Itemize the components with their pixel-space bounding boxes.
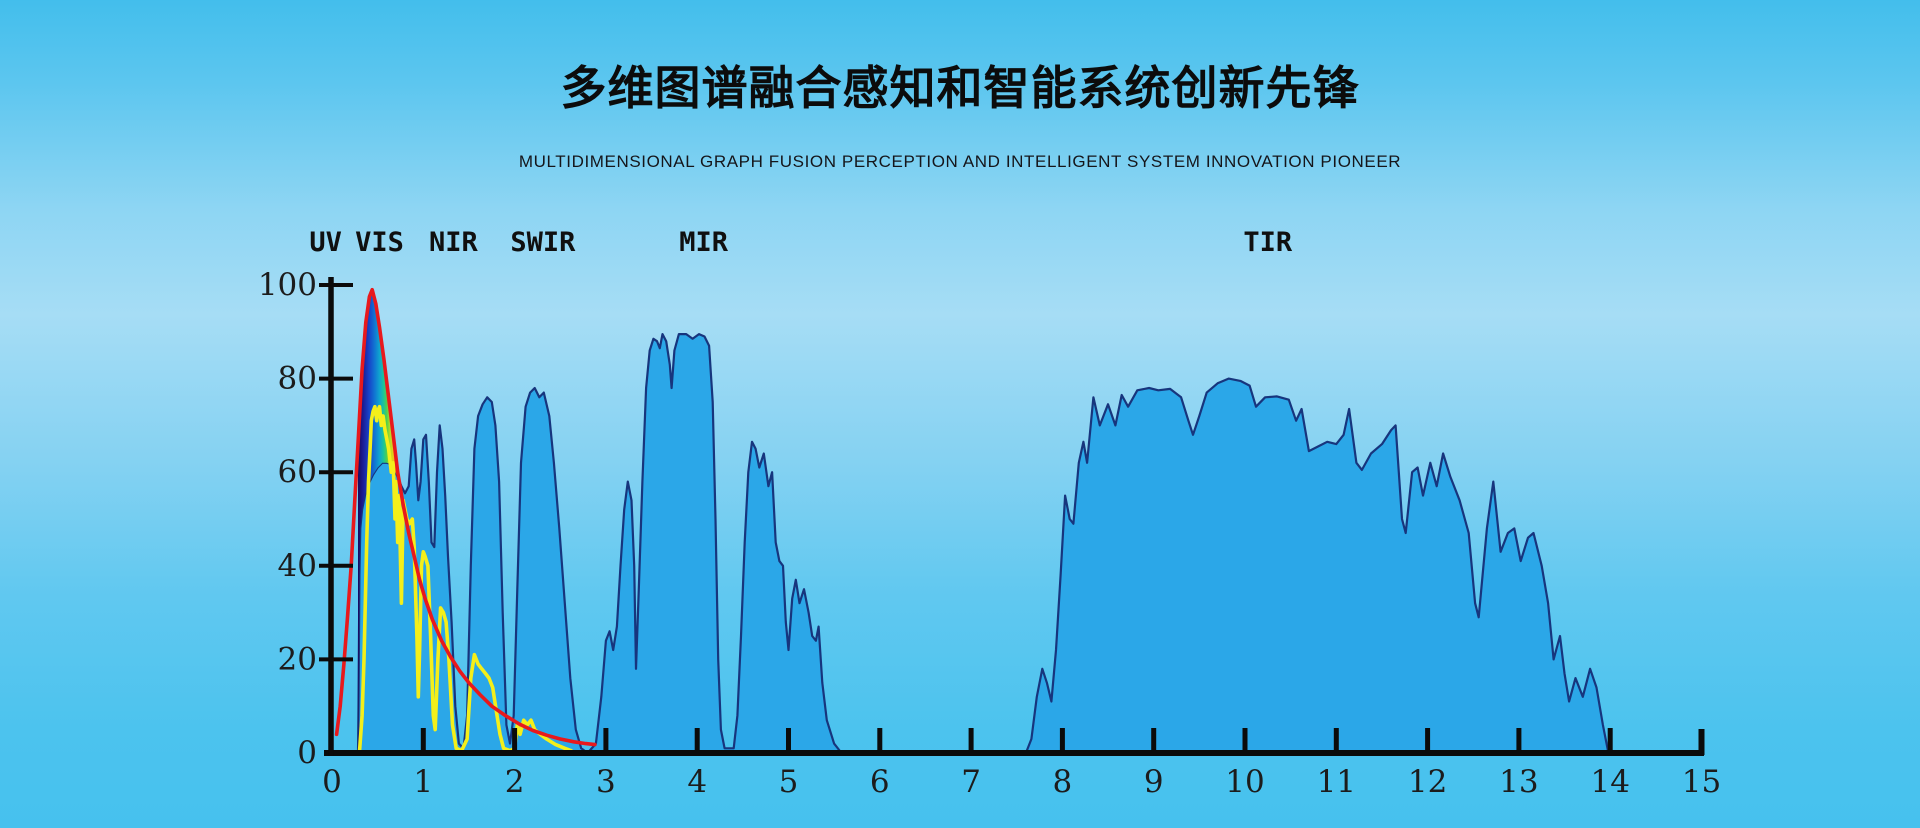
y-tick-label: 40 xyxy=(278,548,317,584)
page-title: 多维图谱融合感知和智能系统创新先锋 xyxy=(560,61,1360,115)
x-tick-label: 0 xyxy=(322,764,342,800)
band-label-uv: UV xyxy=(309,227,342,258)
transmission-fill xyxy=(358,334,1609,753)
x-tick-label: 14 xyxy=(1590,764,1629,800)
y-tick-label: 60 xyxy=(278,454,317,490)
x-tick-label: 10 xyxy=(1225,764,1264,800)
blackbody-curve xyxy=(334,287,597,747)
band-label-vis: VIS xyxy=(355,227,404,258)
y-tick-label: 80 xyxy=(278,361,317,397)
x-tick-label: 1 xyxy=(413,764,433,800)
x-tick-label: 5 xyxy=(779,764,799,800)
x-tick-label: 8 xyxy=(1053,764,1073,800)
x-tick-label: 12 xyxy=(1408,764,1447,800)
x-tick-label: 7 xyxy=(961,764,981,800)
x-tick-label: 11 xyxy=(1317,764,1356,800)
page-subtitle: MULTIDIMENSIONAL GRAPH FUSION PERCEPTION… xyxy=(518,152,1402,171)
x-tick-label: 4 xyxy=(687,764,707,800)
y-tick-label: 0 xyxy=(297,735,317,771)
y-tick-label: 20 xyxy=(278,641,317,677)
band-label-swir: SWIR xyxy=(510,227,576,258)
x-tick-label: 15 xyxy=(1682,764,1721,800)
x-tick-label: 2 xyxy=(505,764,525,800)
band-label-tir: TIR xyxy=(1243,227,1293,258)
band-label-nir: NIR xyxy=(429,227,479,258)
x-tick-label: 3 xyxy=(596,764,616,800)
band-label-mir: MIR xyxy=(679,227,729,258)
y-tick-label: 100 xyxy=(258,267,317,303)
x-tick-label: 6 xyxy=(870,764,890,800)
x-tick-label: 9 xyxy=(1144,764,1164,800)
band-labels: UV VIS NIR SWIR MIR TIR xyxy=(309,227,1293,258)
x-tick-label: 13 xyxy=(1499,764,1538,800)
transmission-area xyxy=(356,333,1610,755)
